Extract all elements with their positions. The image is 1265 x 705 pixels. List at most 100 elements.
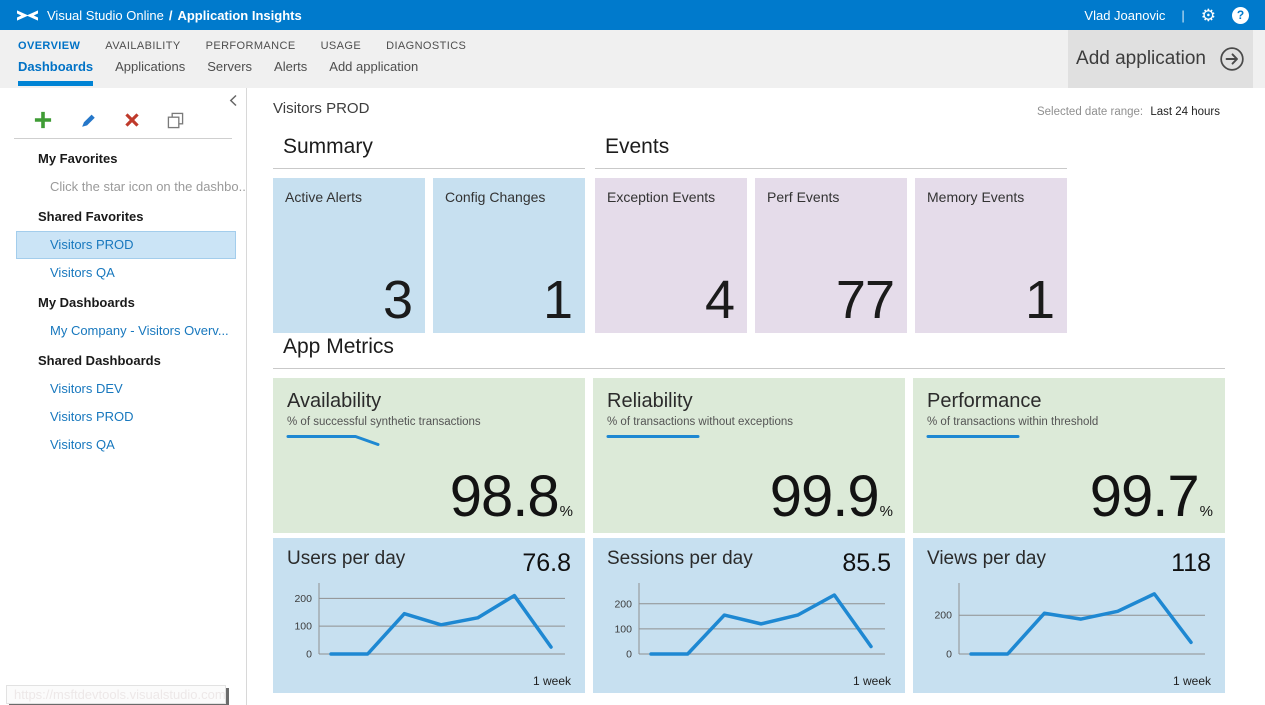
tile-reliability[interactable]: Reliability % of transactions without ex…	[593, 378, 905, 533]
chart-x-label: 1 week	[1173, 674, 1211, 688]
users-line-chart: 0100200	[281, 580, 573, 668]
favorites-hint-text: Click the star icon on the dashbo...	[0, 173, 246, 201]
svg-text:0: 0	[306, 649, 312, 661]
edit-pencil-icon[interactable]	[79, 111, 97, 129]
group-my-dashboards: My Dashboards	[0, 287, 246, 317]
tree-item-visitors-qa-favorite[interactable]: Visitors QA	[0, 259, 246, 287]
chart-title: Views per day	[927, 548, 1046, 570]
add-icon[interactable]	[34, 111, 52, 129]
tile-value: 3	[383, 269, 412, 331]
chart-title: Users per day	[287, 548, 405, 570]
tile-perf-events[interactable]: Perf Events 77	[755, 178, 907, 333]
metric-subtitle: % of transactions within threshold	[913, 413, 1225, 428]
tile-value: 77	[836, 269, 894, 331]
group-shared-favorites: Shared Favorites	[0, 201, 246, 231]
topbar-divider: |	[1181, 8, 1184, 23]
metric-value: 99.9%	[770, 463, 892, 530]
topbar: Visual Studio Online / Application Insig…	[0, 0, 1265, 30]
tile-label: Memory Events	[915, 178, 1067, 205]
metric-title: Reliability	[593, 378, 905, 413]
sidebar-divider	[14, 138, 232, 139]
section-events: Events	[595, 135, 1067, 169]
metric-title: Performance	[913, 378, 1225, 413]
copy-icon[interactable]	[167, 112, 184, 129]
tab-diagnostics[interactable]: DIAGNOSTICS	[386, 40, 466, 52]
svg-text:0: 0	[626, 649, 632, 661]
metric-subtitle: % of successful synthetic transactions	[273, 413, 585, 428]
tile-exception-events[interactable]: Exception Events 4	[595, 178, 747, 333]
views-line-chart: 0 200	[921, 580, 1213, 668]
subtab-add-application[interactable]: Add application	[329, 59, 418, 86]
tab-overview[interactable]: OVERVIEW	[18, 40, 80, 52]
metric-title: Availability	[273, 378, 585, 413]
subtab-dashboards[interactable]: Dashboards	[18, 59, 93, 86]
svg-text:100: 100	[614, 623, 632, 635]
status-url-preview: https://msftdevtools.visualstudio.com/	[6, 685, 226, 704]
subtab-alerts[interactable]: Alerts	[274, 59, 307, 86]
chart-current-value: 118	[1171, 549, 1211, 578]
tile-performance[interactable]: Performance % of transactions within thr…	[913, 378, 1225, 533]
add-application-label: Add application	[1076, 48, 1206, 70]
visual-studio-logo-icon	[17, 8, 38, 23]
metric-subtitle: % of transactions without exceptions	[593, 413, 905, 428]
collapse-sidebar-icon[interactable]	[229, 94, 238, 112]
performance-sparkline	[926, 433, 1022, 447]
tile-sessions-per-day[interactable]: Sessions per day 85.5 0 100 200 1 week	[593, 538, 905, 693]
add-application-button[interactable]: Add application	[1068, 30, 1253, 88]
tree-item-visitors-prod-favorite[interactable]: Visitors PROD	[16, 231, 236, 259]
tile-value: 4	[705, 269, 734, 331]
tree-item-my-company-visitors[interactable]: My Company - Visitors Overv...	[0, 317, 246, 345]
tree-item-visitors-prod[interactable]: Visitors PROD	[0, 403, 246, 431]
date-range-label: Selected date range:	[1037, 106, 1143, 118]
tile-config-changes[interactable]: Config Changes 1	[433, 178, 585, 333]
subtab-applications[interactable]: Applications	[115, 59, 185, 86]
tile-label: Active Alerts	[273, 178, 425, 205]
chart-current-value: 76.8	[522, 549, 571, 578]
app-window: Visual Studio Online / Application Insig…	[0, 0, 1265, 705]
arrow-right-circle-icon	[1219, 46, 1245, 72]
tile-label: Exception Events	[595, 178, 747, 205]
subtab-servers[interactable]: Servers	[207, 59, 252, 86]
tile-availability[interactable]: Availability % of successful synthetic t…	[273, 378, 585, 533]
brand-title: Visual Studio Online	[47, 8, 164, 23]
metric-value: 98.8%	[450, 463, 572, 530]
tab-availability[interactable]: AVAILABILITY	[105, 40, 180, 52]
dashboard-tree: My Favorites Click the star icon on the …	[0, 143, 246, 459]
tile-value: 1	[1025, 269, 1054, 331]
tile-views-per-day[interactable]: Views per day 118 0 200 1 week	[913, 538, 1225, 693]
chart-title: Sessions per day	[607, 548, 753, 570]
svg-text:200: 200	[294, 593, 312, 605]
nav-header: OVERVIEW AVAILABILITY PERFORMANCE USAGE …	[0, 30, 1265, 88]
chart-x-label: 1 week	[853, 674, 891, 688]
sidebar-toolbar	[0, 88, 246, 130]
svg-text:0: 0	[946, 649, 952, 661]
percent-unit: %	[560, 503, 572, 520]
dashboard-sidebar: My Favorites Click the star icon on the …	[0, 88, 247, 705]
tile-active-alerts[interactable]: Active Alerts 3	[273, 178, 425, 333]
sessions-line-chart: 0 100 200	[601, 580, 893, 668]
tab-usage[interactable]: USAGE	[321, 40, 362, 52]
tile-value: 1	[543, 269, 572, 331]
help-icon[interactable]: ?	[1232, 7, 1249, 24]
breadcrumb-section: Application Insights	[177, 8, 301, 23]
delete-x-icon[interactable]	[124, 112, 140, 128]
group-my-favorites: My Favorites	[0, 143, 246, 173]
user-menu[interactable]: Vlad Joanovic	[1084, 8, 1165, 23]
dashboard-content: Visitors PROD Selected date range: Last …	[248, 88, 1265, 705]
gear-icon[interactable]: ⚙	[1201, 7, 1216, 24]
percent-unit: %	[1200, 503, 1212, 520]
svg-text:200: 200	[614, 598, 632, 610]
tile-memory-events[interactable]: Memory Events 1	[915, 178, 1067, 333]
tree-item-visitors-qa[interactable]: Visitors QA	[0, 431, 246, 459]
metric-value: 99.7%	[1090, 463, 1212, 530]
tree-item-visitors-dev[interactable]: Visitors DEV	[0, 375, 246, 403]
availability-sparkline	[286, 433, 382, 447]
tile-users-per-day[interactable]: Users per day 76.8 0100200 1 week	[273, 538, 585, 693]
page-title: Visitors PROD	[273, 100, 369, 117]
chart-current-value: 85.5	[842, 549, 891, 578]
reliability-sparkline	[606, 433, 702, 447]
tab-performance[interactable]: PERFORMANCE	[206, 40, 296, 52]
tile-label: Perf Events	[755, 178, 907, 205]
section-app-metrics: App Metrics	[273, 335, 1225, 369]
svg-text:200: 200	[934, 610, 952, 622]
